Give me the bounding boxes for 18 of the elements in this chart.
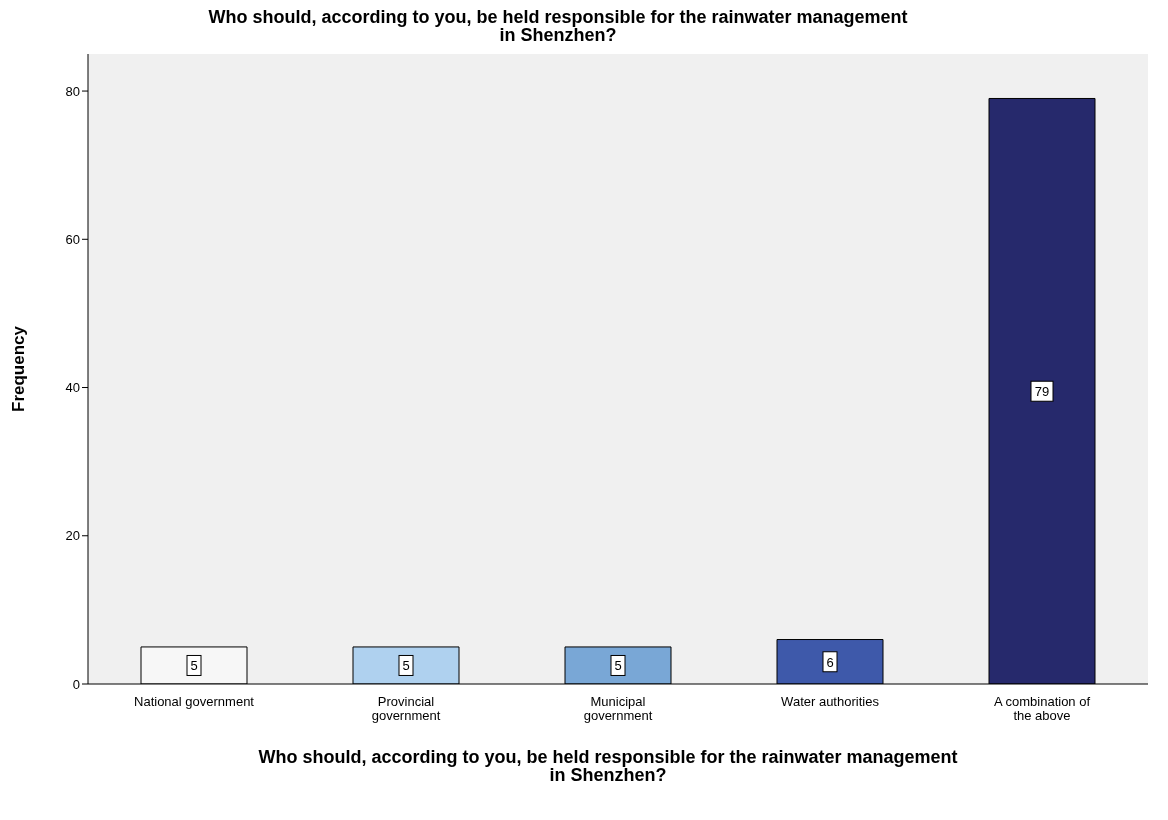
y-tick-label: 80 xyxy=(65,83,80,99)
x-tick-label: National government xyxy=(134,694,255,709)
x-tick-label: A combination of the above xyxy=(993,694,1091,723)
data-label: 5 xyxy=(402,658,410,674)
data-label: 6 xyxy=(826,654,834,670)
chart-title: Who should, according to you, be held responsible for the rainwater management in Shenzhen? xyxy=(208,7,908,45)
x-tick-label: Municipal government xyxy=(583,694,653,723)
y-tick-label: 20 xyxy=(65,528,80,544)
data-label: 5 xyxy=(190,658,198,674)
y-tick-label: 60 xyxy=(65,231,80,247)
x-tick-label: Provincial government xyxy=(371,694,441,723)
data-label: 5 xyxy=(614,658,622,674)
y-tick-label: 0 xyxy=(72,676,80,692)
y-tick-label: 40 xyxy=(65,380,80,396)
data-label: 79 xyxy=(1034,384,1050,400)
x-axis-title: Who should, according to you, be held responsible for the rainwater management in Shenzhen? xyxy=(258,747,958,785)
y-axis-title: Frequency xyxy=(9,325,29,412)
x-tick-label: Water authorities xyxy=(781,694,880,709)
